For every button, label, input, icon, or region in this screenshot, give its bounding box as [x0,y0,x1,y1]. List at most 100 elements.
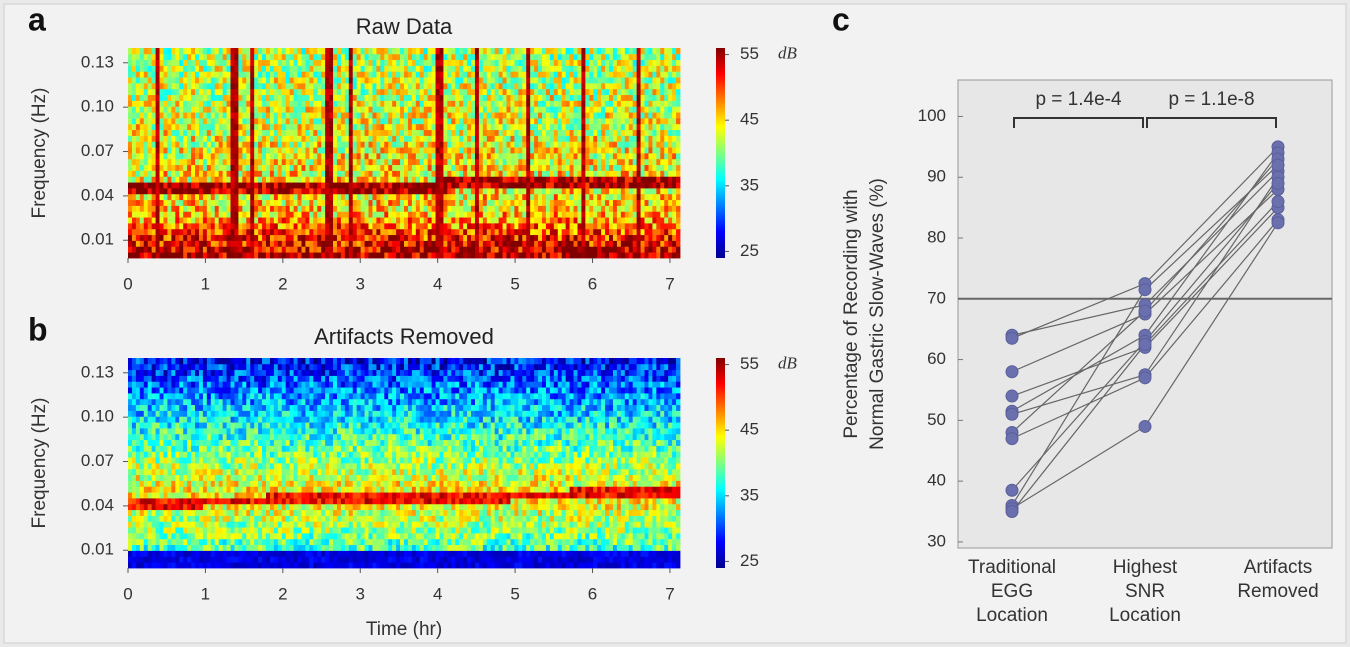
spectrogram-cell [621,83,625,89]
spectrogram-cell [152,235,156,241]
spectrogram-cell [510,223,514,229]
spectrogram-cell [215,54,219,60]
spectrogram-cell [215,66,219,72]
spectrogram-cell [361,112,365,118]
spectrogram-cell [140,159,144,165]
spectrogram-cell [526,130,530,136]
spectrogram-cell [298,89,302,95]
spectrogram-cell [432,83,436,89]
spectrogram-cell [554,136,558,142]
spectrogram-cell [282,77,286,83]
spectrogram-cell [215,60,219,66]
spectrogram-cell [459,252,463,258]
spectrogram-cell [581,48,585,54]
spectrogram-cell [175,217,179,223]
spectrogram-cell [439,48,443,54]
spectrogram-cell [451,217,455,223]
spectrogram-cell [234,112,238,118]
spectrogram-cell [353,106,357,112]
spectrogram-cell [503,66,507,72]
spectrogram-cell [432,141,436,147]
spectrogram-cell [207,176,211,182]
spectrogram-cell [396,159,400,165]
spectrogram-cell [195,66,199,72]
spectrogram-cell [207,182,211,188]
spectrogram-cell [187,229,191,235]
spectrogram-cell [439,171,443,177]
spectrogram-cell [668,206,672,212]
spectrogram-cell [463,60,467,66]
spectrogram-cell [408,194,412,200]
spectrogram-cell [274,159,278,165]
spectrogram-cell [266,211,270,217]
spectrogram-cell [207,246,211,252]
spectrogram-cell [325,147,329,153]
spectrogram-cell [637,153,641,159]
spectrogram-cell [554,211,558,217]
spectrogram-cell [424,136,428,142]
spectrogram-cell [439,118,443,124]
spectrogram-cell [416,118,420,124]
spectrogram-cell [593,194,597,200]
spectrogram-cell [313,200,317,206]
spectrogram-cell [183,71,187,77]
spectrogram-cell [163,159,167,165]
spectrogram-cell [522,223,526,229]
spectrogram-cell [203,136,207,142]
spectrogram-cell [436,147,440,153]
spectrogram-cell [609,241,613,247]
spectrogram-cell [633,95,637,101]
spectrogram-cell [341,159,345,165]
spectrogram-cell [522,124,526,130]
spectrogram-cell [266,89,270,95]
spectrogram-cell [518,124,522,130]
spectrogram-cell [558,124,562,130]
spectrogram-cell [487,71,491,77]
spectrogram-cell [250,77,254,83]
spectrogram-cell [652,147,656,153]
spectrogram-cell [554,77,558,83]
spectrogram-cell [305,241,309,247]
spectrogram-cell [483,194,487,200]
spectrogram-cell [522,89,526,95]
spectrogram-cell [538,83,542,89]
spectrogram-cell [361,165,365,171]
spectrogram-cell [246,101,250,107]
spectrogram-cell [384,176,388,182]
spectrogram-cell [136,136,140,142]
spectrogram-cell [234,54,238,60]
spectrogram-cell [609,211,613,217]
spectrogram-cell [262,252,266,258]
spectrogram-cell [436,136,440,142]
spectrogram-cell [301,60,305,66]
spectrogram-cell [530,211,534,217]
spectrogram-cell [388,112,392,118]
spectrogram-cell [148,130,152,136]
spectrogram-cell [384,118,388,124]
spectrogram-cell [538,200,542,206]
spectrogram-cell [148,118,152,124]
spectrogram-cell [250,171,254,177]
spectrogram-cell [183,83,187,89]
spectrogram-cell [432,112,436,118]
spectrogram-cell [219,246,223,252]
spectrogram-cell [290,95,294,101]
spectrogram-cell [664,206,668,212]
spectrogram-cell [167,124,171,130]
spectrogram-cell [652,106,656,112]
spectrogram-cell [140,141,144,147]
spectrogram-cell [313,136,317,142]
spectrogram-cell [179,252,183,258]
spectrogram-cell [668,241,672,247]
spectrogram-cell [254,176,258,182]
spectrogram-cell [238,71,242,77]
spectrogram-cell [605,54,609,60]
spectrogram-cell [436,66,440,72]
spectrogram-cell [664,165,668,171]
spectrogram-cell [195,95,199,101]
spectrogram-cell [207,153,211,159]
spectrogram-cell [231,229,235,235]
spectrogram-cell [152,136,156,142]
spectrogram-cell [550,217,554,223]
spectrogram-cell [325,217,329,223]
